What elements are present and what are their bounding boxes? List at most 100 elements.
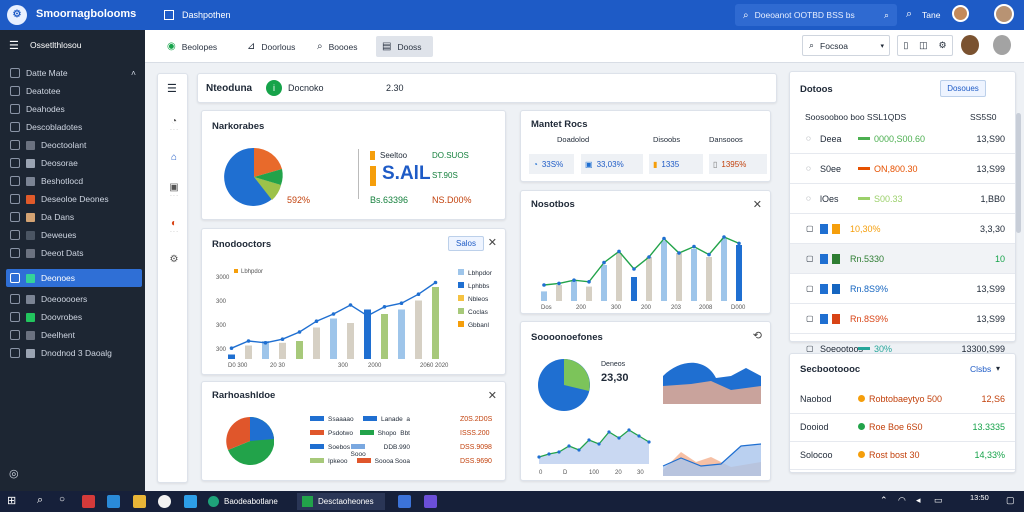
toolbar-btn-1[interactable]: ◉ Beolopes [161,36,223,57]
market-chip-4[interactable]: ▯ 1395% [709,154,767,174]
window-icon[interactable]: ◫ [919,40,928,50]
card-title: Secbootoooc [800,364,861,375]
app-icon-folder[interactable] [133,495,146,508]
sidebar-item-9[interactable]: Deweues [6,226,142,244]
search-go-icon[interactable]: ⌕ [883,9,889,20]
card-detail: Dotoos Dosoues Soosooboo boo SSL1QDS SS5… [789,71,1016,364]
summary-row[interactable]: Naobod Robtobaeytyo 500 12,S6 [790,384,1015,414]
battery-icon[interactable]: ▭ [934,495,943,505]
app-icon-red[interactable] [82,495,95,508]
series-point [707,252,711,257]
app-icon-blue[interactable] [107,495,120,508]
sidebar-item-14[interactable]: Deelhent [6,326,142,344]
notification-icon[interactable]: ▢ [1006,495,1015,505]
row-mid: Rn.5330 [850,253,885,264]
volume-icon[interactable]: ◂ [916,495,921,505]
detail-row[interactable]: ▢ 10,30% 3,3,30 [790,214,1015,244]
avatar-3[interactable] [961,35,979,55]
scrollbar[interactable] [1016,113,1021,233]
header-status: Docnoko [288,83,324,93]
avatar[interactable] [952,5,969,22]
bar-icon [370,151,375,160]
close-icon[interactable]: ✕ [752,199,762,211]
sidebar-item-5[interactable]: Deosorae [6,154,142,172]
detail-button[interactable]: Dosoues [940,80,986,97]
sidebar-item-7[interactable]: Deseoloe Deones [6,190,142,208]
settings-icon[interactable]: ◎ [9,468,19,480]
metric-val-2: ST.90S [432,171,458,180]
close-icon[interactable]: ✕ [487,237,497,249]
sidebar-item-6[interactable]: Beshotlocd [6,172,142,190]
top-search[interactable]: ⌕ Doeoanot OOTBD BSS bs ⌕ [735,4,897,26]
detail-row[interactable]: ▢ Rn.5330 10 [790,244,1015,274]
rail-item-5[interactable]: ⚙ [169,254,179,265]
metric-label-1: Seeltoo [380,151,408,160]
chevron-down-icon[interactable]: ▾ [996,364,1001,373]
detail-row[interactable]: ▢ Rn.8S9% 13,S99 [790,274,1015,304]
x-tick: 2060 2020 [420,363,449,369]
notification-icon[interactable]: ⌕ [906,8,913,20]
gear-icon[interactable]: ⚙ [938,40,947,50]
sidebar-item-label: Deoctoolant [41,140,87,150]
sidebar-item-label: Dnodnod 3 Daoalg [41,348,112,358]
wifi-icon[interactable]: ◠ [898,495,906,505]
app-icon-edge[interactable] [184,495,197,508]
avatar-2[interactable] [994,4,1014,24]
market-chip-1[interactable]: ◔ 33S% [529,154,574,174]
start-icon[interactable]: ⊞ [7,495,17,507]
grid-icon [10,312,20,322]
summary-row[interactable]: Solocoo Rost bost 30 14,33% [790,440,1015,470]
menu-icon[interactable]: ☰ [9,40,19,52]
view-toggle[interactable]: ▯ ◫ ⚙ [897,35,953,56]
bar [736,245,742,301]
summary-button[interactable]: Clsbs [970,364,992,374]
sidebar-item-2[interactable]: Deahodes [6,100,142,118]
app-icon-blue-2[interactable] [398,495,411,508]
menu-icon[interactable]: ☰ [167,83,177,95]
sidebar-item-15[interactable]: Dnodnod 3 Daoalg [6,344,142,362]
rail-item-3[interactable]: ▣ · · · [169,182,179,199]
toolbar-btn-2[interactable]: ⊿ Doorlous [241,36,301,57]
toolbar-btn-label: Boooes [328,41,358,52]
market-chip-3[interactable]: ▮ 1335 [649,154,703,174]
app-icon-chrome[interactable] [158,495,171,508]
panel-icon[interactable]: ▯ [903,40,909,50]
series-point [647,255,651,259]
series-point [280,337,285,341]
detail-row[interactable]: ◌ S0ee ON,800.30 13,S99 [790,154,1015,184]
status-dot-icon [858,395,865,402]
sidebar-item-12[interactable]: Doeooooers [6,290,142,308]
app-icon [302,496,313,507]
sidebar-item-1[interactable]: Deatotee [6,82,142,100]
pie-pct: 592% [287,195,311,205]
search-icon[interactable]: ⌕ [37,494,44,506]
summary-row[interactable]: Dooiod Roe Boe 6S0 13.3335 [790,412,1015,442]
sidebar-item-8[interactable]: Da Dans [6,208,142,226]
toolbar-btn-3[interactable]: ⌕ Boooes [311,36,363,57]
sales-button[interactable]: Salos [448,236,484,251]
sidebar-item-3[interactable]: Descobladotes [6,118,142,136]
rail-item-1[interactable]: ◔ · · · [170,116,178,133]
dashboard-tab[interactable]: Dashpothen [148,0,338,30]
sidebar-item-0[interactable]: Datte Mate ˄ [6,64,142,82]
market-chip-2[interactable]: ▣ 33,03% [581,154,643,174]
sidebar-item-10[interactable]: Deeot Dats [6,244,142,262]
rail-item-2[interactable]: ⌂ [170,152,178,163]
detail-row[interactable]: ◌ Deea 0000,S00.60 13,S90 [790,124,1015,154]
detail-row[interactable]: ▢ Rn.8S9% 13,S99 [790,304,1015,334]
close-icon[interactable]: ✕ [487,390,497,402]
tray-icon[interactable]: ⌃ [880,495,888,505]
circle-icon[interactable]: ○ [59,494,66,505]
sidebar-item-13[interactable]: Doovrobes [6,308,142,326]
taskbar-app-1[interactable]: Baodeabotlane [208,493,292,510]
taskbar-app-2[interactable]: Desctaoheones [297,493,385,510]
avatar-4[interactable] [993,35,1011,55]
refresh-icon[interactable]: ⟲ [752,330,762,342]
detail-row[interactable]: ◌ lOes S00.33 1,BB0 [790,184,1015,214]
sidebar-item-11[interactable]: Deonoes [6,269,142,287]
toolbar-search[interactable]: ⌕ Focsoa ▾ [802,35,890,56]
app-icon-purple[interactable] [424,495,437,508]
sidebar-item-4[interactable]: Deoctoolant [6,136,142,154]
toolbar-btn-4[interactable]: ▤ Dooss [376,36,433,57]
rail-item-4[interactable]: ◐ · · · [170,218,178,235]
